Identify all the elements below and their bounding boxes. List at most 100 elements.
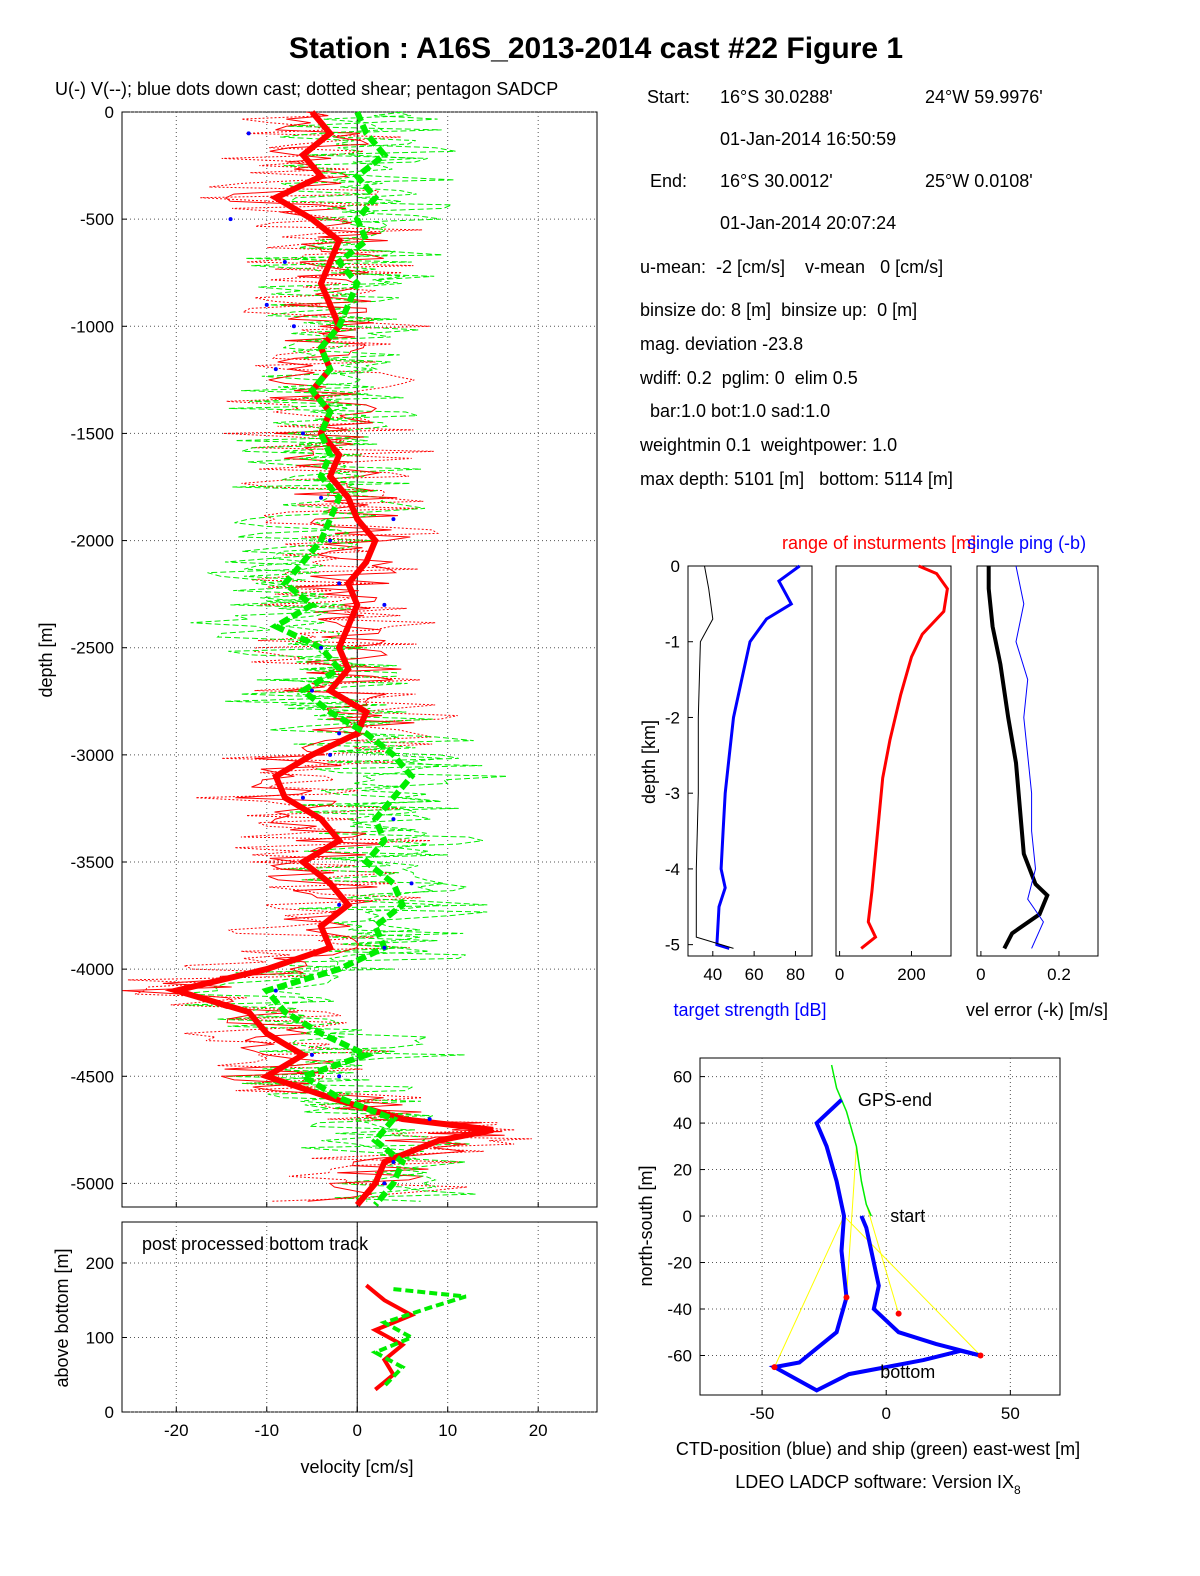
y-tick-label: -3000	[71, 746, 114, 765]
info-line: bar:1.0 bot:1.0 sad:1.0	[640, 401, 830, 421]
downcast-dot	[310, 1052, 314, 1057]
dots-series	[715, 564, 801, 950]
downcast-dot	[300, 795, 305, 800]
y-tick-label: -40	[667, 1300, 692, 1319]
x-tick-label: 0	[835, 965, 844, 984]
bottom-track-chart: post processed bottom track above bottom…	[52, 1221, 598, 1477]
v-velocity-series	[261, 110, 416, 1207]
black-series	[695, 565, 734, 949]
x-tick-label: -10	[254, 1421, 279, 1440]
info-line: wdiff: 0.2 pglim: 0 elim 0.5	[639, 368, 858, 388]
plot-frame	[121, 1221, 598, 1413]
tether-line	[865, 1204, 900, 1314]
position-annotation: GPS-end	[858, 1090, 932, 1110]
end-time: 01-Jan-2014 20:07:24	[720, 213, 896, 233]
y-tick-label: 0	[683, 1207, 692, 1226]
y-tick-label: 60	[673, 1068, 692, 1087]
u-series	[860, 564, 949, 950]
x-tick-label: 0	[353, 1421, 362, 1440]
bottom-track-title: post processed bottom track	[142, 1234, 369, 1254]
east-west-axis-label: CTD-position (blue) and ship (green) eas…	[676, 1439, 1080, 1459]
y-tick-label: -500	[80, 210, 114, 229]
y-tick-label: -4000	[71, 960, 114, 979]
target-strength-chart: depth [km] target strength [dB] 40 60 80 0 -…	[639, 557, 827, 1020]
y-tick-label: -2	[665, 708, 680, 727]
downcast-dot	[337, 902, 342, 907]
y-tick-label: -2000	[71, 532, 114, 551]
single-ping-title: single ping (-b)	[967, 533, 1086, 553]
y-tick-label: -1000	[71, 317, 114, 336]
downcast-dot	[382, 1181, 387, 1186]
ship-track-series	[830, 1064, 872, 1217]
y-tick-label: 200	[86, 1254, 114, 1273]
y-tick-label: -3500	[71, 853, 114, 872]
y-tick-label: -4500	[71, 1067, 114, 1086]
velocity-error-chart: single ping (-b) vel error (-k) [m/s] 0 0…	[966, 533, 1108, 1020]
downcast-dot	[273, 367, 278, 372]
cast-info: Start: 16°S 30.0288' 24°W 59.9976' 01-Ja…	[639, 87, 1043, 489]
position-marker	[843, 1294, 850, 1301]
x-tick-label: 80	[786, 965, 805, 984]
y-tick-label: -4	[665, 860, 680, 879]
y-tick-label: -5	[665, 936, 680, 955]
downcast-dot	[273, 988, 278, 993]
downcast-dot	[300, 431, 305, 436]
downcast-dot	[382, 602, 387, 607]
position-marker	[895, 1310, 902, 1317]
y-tick-label: 100	[86, 1328, 114, 1347]
north-south-axis-label: north-south [m]	[636, 1165, 656, 1286]
black-series	[986, 566, 1050, 950]
position-annotation: start	[890, 1206, 925, 1226]
downcast-dot	[409, 881, 414, 886]
x-tick-label: 200	[897, 965, 925, 984]
y-tick-label: -1	[665, 633, 680, 652]
downcast-dot	[319, 495, 324, 500]
downcast-dot	[337, 731, 342, 736]
footer-version-subscript: 8	[1014, 1483, 1021, 1497]
info-line: max depth: 5101 [m] bottom: 5114 [m]	[640, 469, 953, 489]
downcast-dot	[264, 302, 269, 307]
depth-axis-label: depth [m]	[36, 622, 56, 697]
y-tick-label: 20	[673, 1161, 692, 1180]
downcast-dot	[328, 538, 333, 543]
position-marker	[977, 1352, 984, 1359]
y-tick-label: -1500	[71, 424, 114, 443]
u-bottom-track-series	[365, 1283, 417, 1392]
footer-software-version: LDEO LADCP software: Version IX8	[735, 1472, 1021, 1497]
v-shear-series	[177, 111, 508, 1202]
start-latitude: 16°S 30.0288'	[720, 87, 833, 107]
x-tick-label: -20	[164, 1421, 189, 1440]
above-bottom-axis-label: above bottom [m]	[52, 1248, 72, 1387]
y-tick-label: 40	[673, 1114, 692, 1133]
y-tick-label: -20	[667, 1254, 692, 1273]
y-tick-label: -5000	[71, 1174, 114, 1193]
tether-line	[774, 1215, 845, 1368]
downcast-dot	[228, 217, 233, 222]
tether-line	[845, 1146, 857, 1298]
downcast-dot	[246, 131, 251, 136]
instrument-range-title: range of insturments [m]	[782, 533, 976, 553]
info-line: u-mean: -2 [cm/s] v-mean 0 [cm/s]	[640, 257, 943, 277]
x-tick-label: 50	[1001, 1404, 1020, 1423]
y-tick-label: -60	[667, 1346, 692, 1365]
downcast-dot	[328, 752, 333, 757]
position-annotation: bottom	[880, 1362, 935, 1382]
y-tick-label: 0	[105, 1403, 114, 1422]
v-bottom-track-series	[370, 1287, 467, 1388]
dots-series	[1015, 565, 1044, 949]
info-line: mag. deviation -23.8	[640, 334, 803, 354]
ctd-track-series	[768, 1098, 982, 1393]
v-upcast-series	[243, 111, 444, 1202]
velocity-profile-chart: U(-) V(--); blue dots down cast; dotted …	[36, 79, 598, 1208]
downcast-dot	[337, 581, 342, 586]
start-time: 01-Jan-2014 16:50:59	[720, 129, 896, 149]
u-velocity-series	[164, 110, 494, 1207]
y-tick-label: 0	[671, 557, 680, 576]
target-strength-label: target strength [dB]	[673, 1000, 826, 1020]
x-tick-label: 0	[881, 1404, 890, 1423]
position-marker	[771, 1364, 778, 1371]
start-longitude: 24°W 59.9976'	[925, 87, 1043, 107]
velocity-profile-title: U(-) V(--); blue dots down cast; dotted …	[55, 79, 558, 99]
downcast-dot	[337, 1074, 342, 1079]
